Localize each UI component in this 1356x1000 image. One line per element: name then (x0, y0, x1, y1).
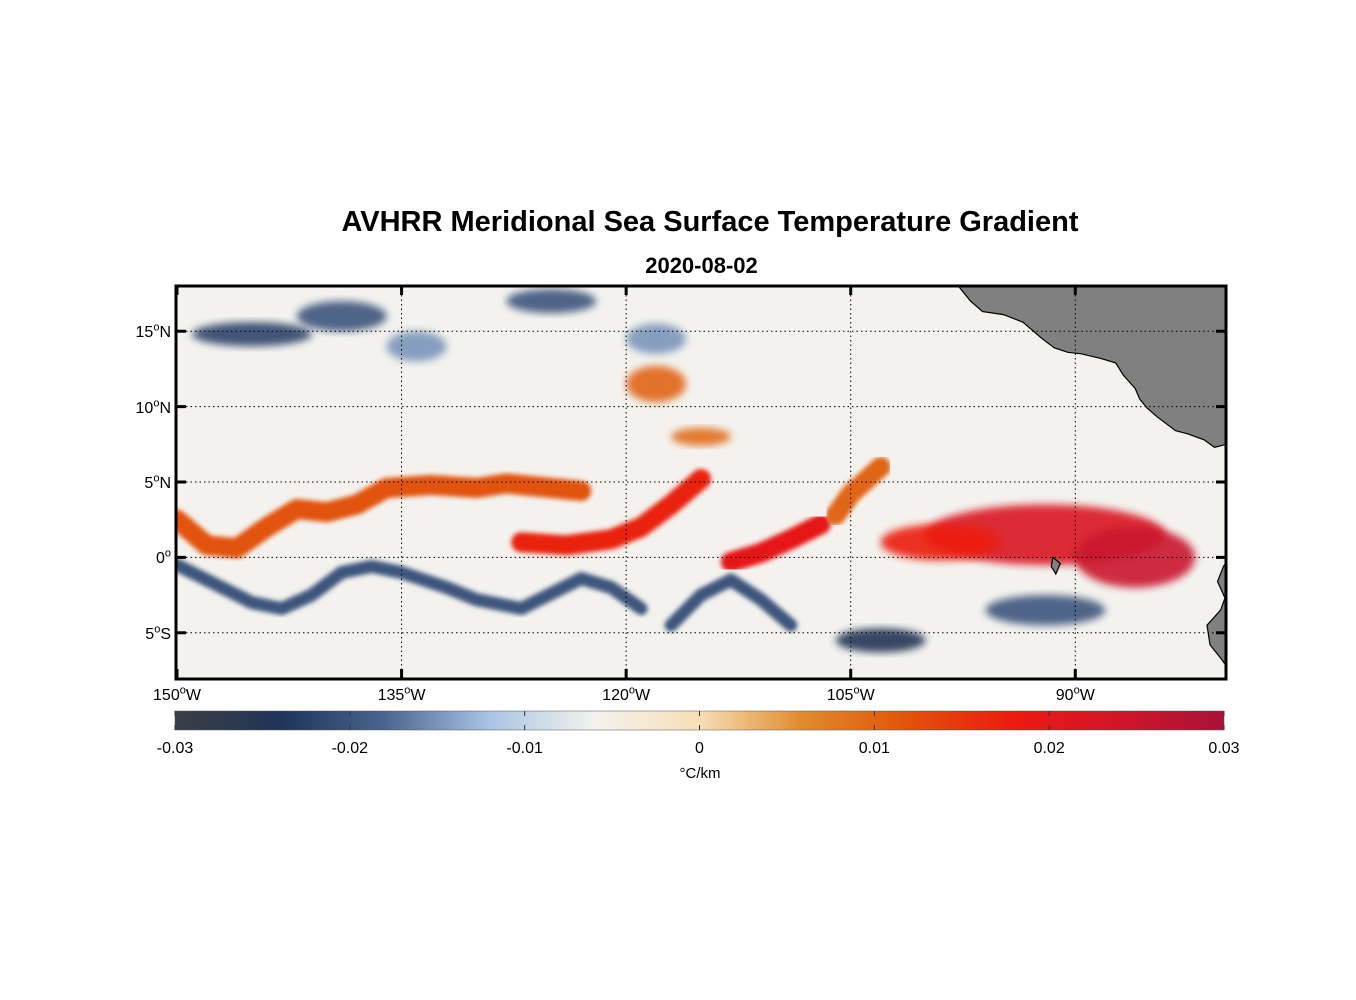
map-grid (176, 286, 1225, 678)
lon-tick-label: 135oW (377, 684, 426, 704)
colorbar-tick-label: -0.02 (331, 740, 369, 757)
positive-front-1 (511, 469, 711, 556)
negative-front-9 (177, 558, 648, 616)
colorbar-tick-label: 0.02 (1033, 740, 1065, 757)
lat-tick-label: 0o (155, 548, 171, 568)
lat-tick-label: 5oN (144, 472, 171, 492)
positive-patch-5 (1075, 527, 1196, 588)
negative-front-10 (664, 573, 798, 632)
positive-front-2 (720, 514, 831, 572)
positive-front-0 (177, 473, 592, 559)
negative-patch-12 (985, 595, 1106, 626)
colorbar-tick-label: -0.01 (506, 740, 543, 757)
negative-patch-17 (626, 323, 686, 354)
map-subtitle: 2020-08-02 (645, 253, 758, 278)
positive-patch-8 (671, 427, 731, 446)
positive-patch-7 (626, 365, 686, 403)
lon-tick-label: 120oW (602, 684, 651, 704)
lon-tick-label: 150oW (153, 684, 201, 704)
axis-ticks (175, 286, 1225, 678)
map-frame (174, 284, 1228, 681)
colorbar-ticks (174, 711, 1225, 730)
colorbar-tick-label: 0.03 (1208, 740, 1240, 757)
lat-tick-label: 5oS (145, 623, 171, 643)
negative-patch-11 (835, 628, 926, 653)
colorbar-unit: °C/km (679, 765, 721, 782)
colorbar-tick-label: -0.03 (156, 740, 194, 757)
landmass-south-america (1206, 563, 1225, 666)
map-title: AVHRR Meridional Sea Surface Temperature… (341, 206, 1079, 238)
lat-tick-label: 15oN (135, 321, 171, 342)
colorbar-tick-label: 0 (695, 740, 704, 757)
galapagos-islands (1050, 556, 1062, 576)
lat-tick-label: 10oN (135, 397, 171, 417)
lon-tick-label: 90oW (1055, 684, 1095, 704)
negative-patch-13 (192, 322, 312, 347)
colorbar-tick-label: 0.01 (858, 740, 890, 757)
lon-tick-label: 105oW (826, 684, 875, 704)
negative-patch-14 (296, 301, 387, 332)
negative-patch-16 (386, 331, 447, 362)
negative-patch-15 (506, 289, 597, 314)
positive-patch-6 (880, 524, 1001, 561)
